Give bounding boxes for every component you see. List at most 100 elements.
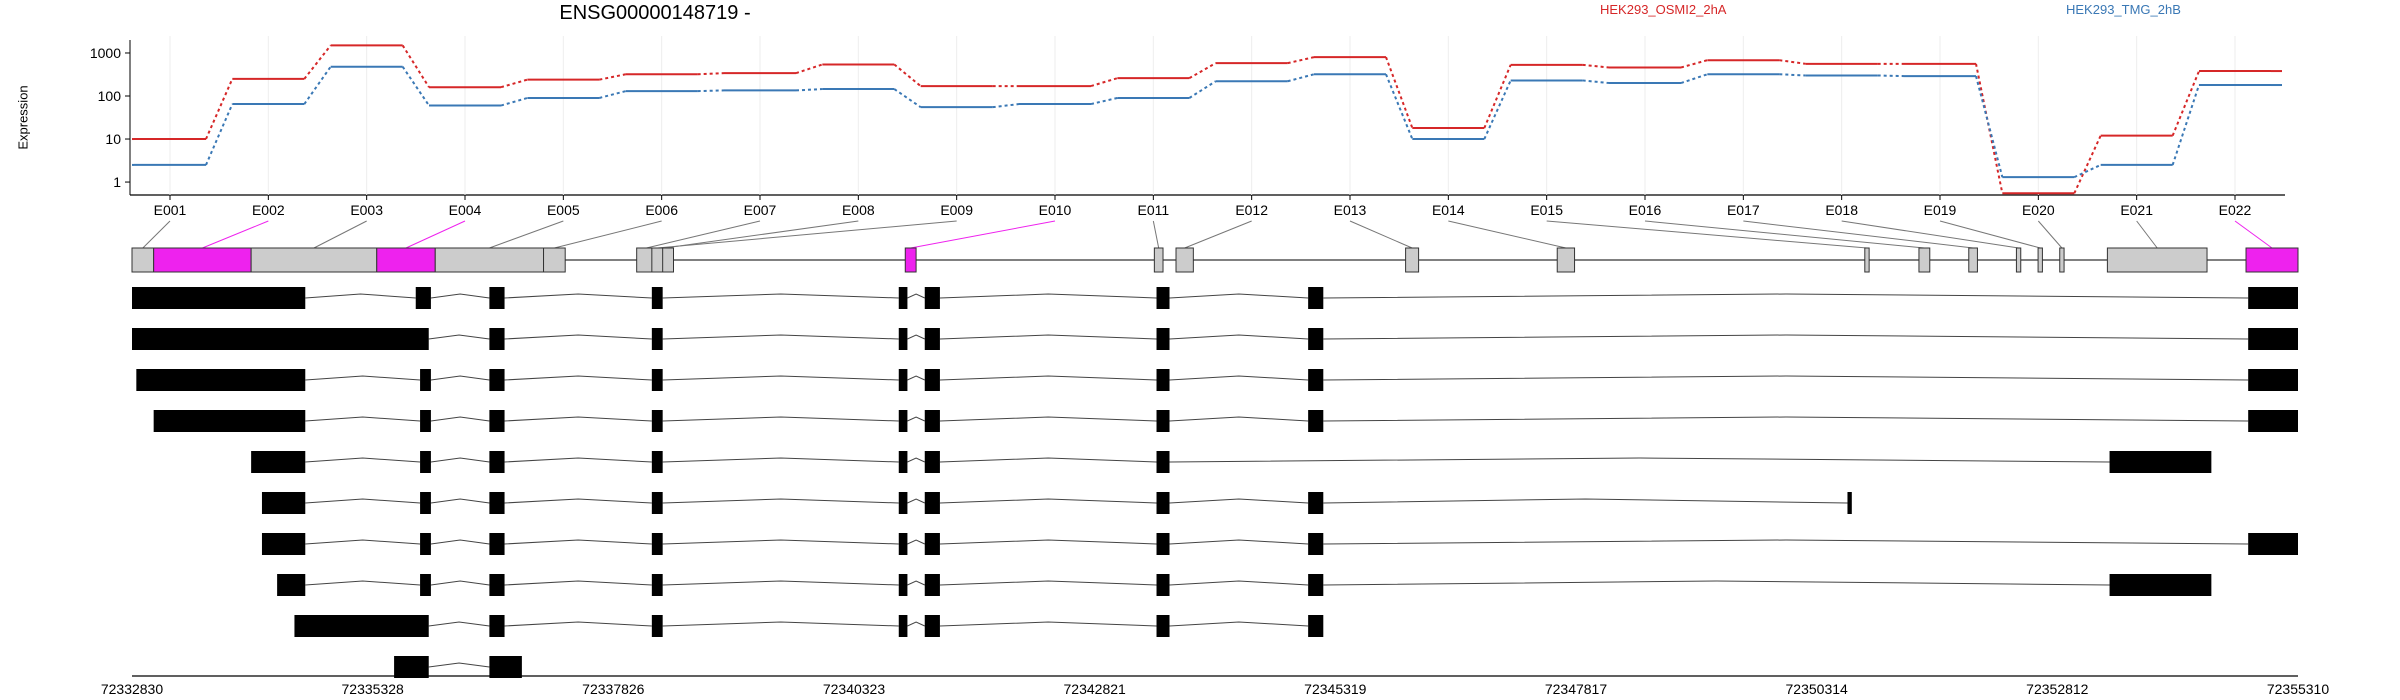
transcript-intron bbox=[504, 539, 652, 545]
transcript-exon bbox=[2109, 574, 2212, 596]
transcript-intron bbox=[430, 580, 490, 586]
exon-connector bbox=[1152, 220, 1160, 249]
y-tick-label: 1000 bbox=[90, 45, 121, 61]
transcript-intron bbox=[1323, 498, 1848, 504]
transcript-intron bbox=[939, 334, 1157, 340]
x-tick-label: E005 bbox=[547, 202, 580, 218]
exon-connector bbox=[489, 220, 564, 249]
transcript-intron bbox=[1169, 539, 1309, 545]
transcript-exon bbox=[2248, 328, 2298, 350]
transcript-intron bbox=[939, 621, 1157, 627]
transcript-exon bbox=[261, 492, 306, 514]
transcript-exon bbox=[489, 533, 505, 555]
transcript-intron bbox=[1323, 416, 2249, 422]
transcript-intron bbox=[662, 293, 899, 299]
transcript-intron bbox=[1169, 416, 1309, 422]
x-tick-label: E007 bbox=[744, 202, 777, 218]
x-tick-label: E018 bbox=[1825, 202, 1858, 218]
transcript-intron bbox=[939, 580, 1157, 586]
transcript-intron bbox=[907, 498, 925, 504]
transcript-exon bbox=[1156, 492, 1170, 514]
series-0-connector bbox=[1385, 56, 1414, 129]
series-1-connector bbox=[1287, 73, 1315, 83]
transcript-exon bbox=[489, 369, 505, 391]
transcript-exon bbox=[489, 615, 505, 637]
gene-exon bbox=[131, 247, 155, 273]
series-0-connector bbox=[1188, 62, 1217, 80]
series-1-connector bbox=[1090, 96, 1118, 106]
x-tick-label: E020 bbox=[2022, 202, 2055, 218]
transcript-exon bbox=[132, 328, 429, 350]
transcript-exon bbox=[924, 410, 940, 432]
exon-connector bbox=[657, 220, 957, 249]
series-1-connector bbox=[1385, 73, 1414, 140]
series-1-connector bbox=[893, 88, 922, 108]
y-tick-label: 100 bbox=[98, 88, 122, 104]
transcript-exon bbox=[651, 574, 663, 596]
transcript-intron bbox=[1169, 293, 1309, 299]
x-tick-label: E003 bbox=[350, 202, 383, 218]
transcript-intron bbox=[907, 580, 925, 586]
exon-connector bbox=[1349, 220, 1413, 249]
legend-entry-series-1: HEK293_TMG_2hB bbox=[2066, 2, 2181, 17]
transcript-intron bbox=[428, 621, 490, 627]
x-tick-label: E011 bbox=[1137, 202, 1169, 218]
transcript-exon bbox=[924, 369, 940, 391]
series-1-connector bbox=[1680, 73, 1708, 85]
exon-connector bbox=[405, 220, 466, 249]
series-0-connector bbox=[795, 63, 823, 75]
gene-exon bbox=[2245, 247, 2299, 273]
transcript-exon bbox=[489, 410, 505, 432]
gene-exon bbox=[543, 247, 566, 273]
transcript-intron bbox=[504, 621, 652, 627]
transcript-exon bbox=[1156, 410, 1170, 432]
transcript-intron bbox=[1169, 334, 1309, 340]
series-1-connector bbox=[303, 66, 332, 105]
transcript-exon bbox=[924, 451, 940, 473]
transcript-exon bbox=[489, 287, 505, 309]
series-0-connector bbox=[500, 78, 528, 89]
transcript-exon bbox=[898, 615, 908, 637]
exon-connector bbox=[313, 220, 367, 249]
exon-connector bbox=[1743, 220, 1974, 249]
transcript-intron bbox=[662, 416, 899, 422]
transcript-intron bbox=[428, 334, 490, 340]
transcript-intron bbox=[428, 662, 490, 668]
series-1-connector bbox=[205, 103, 234, 166]
gene-exon bbox=[651, 247, 664, 273]
transcript-exon bbox=[1847, 492, 1852, 514]
transcript-exon bbox=[420, 533, 431, 555]
gene-exon bbox=[2015, 247, 2022, 273]
transcript-intron bbox=[430, 498, 490, 504]
transcript-intron bbox=[907, 334, 925, 340]
genomic-tick-label: 72347817 bbox=[1545, 681, 1608, 697]
series-1-connector bbox=[1877, 74, 1905, 78]
series-0-connector bbox=[599, 73, 626, 81]
series-0-connector bbox=[303, 44, 332, 80]
transcript-exon bbox=[420, 410, 431, 432]
transcript-intron bbox=[939, 457, 1157, 463]
transcript-exon bbox=[420, 451, 431, 473]
transcript-intron bbox=[305, 539, 421, 545]
gene-exon bbox=[1918, 247, 1931, 273]
transcript-exon bbox=[489, 574, 505, 596]
transcript-exon bbox=[924, 328, 940, 350]
transcript-intron bbox=[1169, 621, 1309, 627]
series-0-connector bbox=[1779, 59, 1806, 65]
transcript-exon bbox=[420, 574, 431, 596]
gene-exon bbox=[1175, 247, 1194, 273]
transcript-exon bbox=[1156, 533, 1170, 555]
transcript-intron bbox=[305, 293, 416, 299]
series-0-connector bbox=[2171, 70, 2200, 136]
transcript-exon bbox=[261, 533, 306, 555]
transcript-exon bbox=[415, 287, 431, 309]
series-0-connector bbox=[1090, 77, 1118, 88]
series-1-connector bbox=[992, 103, 1020, 109]
series-1-connector bbox=[1779, 73, 1806, 77]
series-1-connector bbox=[1975, 75, 2004, 178]
transcript-exon bbox=[924, 287, 940, 309]
transcript-exon bbox=[1308, 410, 1324, 432]
transcript-exon bbox=[489, 656, 522, 678]
transcript-intron bbox=[907, 375, 925, 381]
